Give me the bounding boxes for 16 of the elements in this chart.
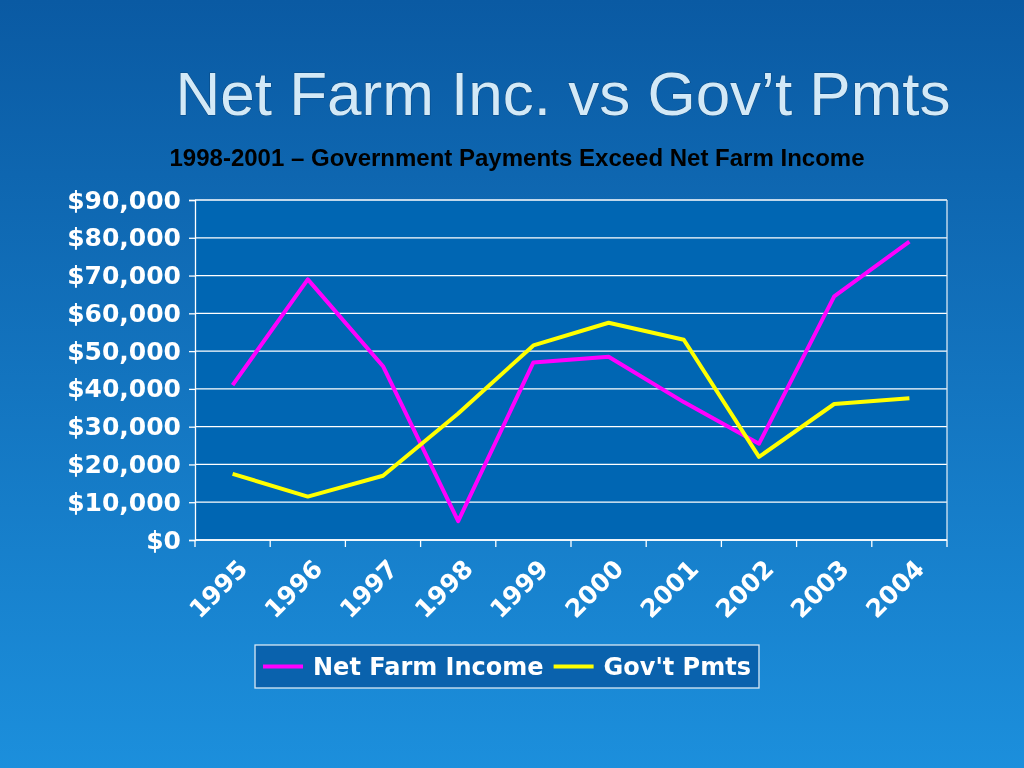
y-tick-label: $40,000 <box>67 374 181 404</box>
legend-label: Gov't Pmts <box>603 653 751 682</box>
y-tick-label: $10,000 <box>67 487 181 517</box>
line-series <box>230 239 912 524</box>
y-tick-label: $0 <box>146 525 181 555</box>
y-tick-label: $30,000 <box>67 412 181 442</box>
y-tick-label: $90,000 <box>67 185 181 215</box>
y-tick-label: $60,000 <box>67 298 181 328</box>
y-tick-label: $70,000 <box>67 261 181 291</box>
chart-subtitle: 1998-2001 – Government Payments Exceed Net Farm Income <box>169 144 865 171</box>
y-tick-label: $20,000 <box>67 449 181 479</box>
chart-title: Net Farm Inc. vs Gov’t Pmts <box>175 59 951 128</box>
legend-label: Net Farm Income <box>313 653 544 682</box>
line-series <box>230 320 912 499</box>
y-tick-label: $50,000 <box>67 336 181 366</box>
y-tick-label: $80,000 <box>67 223 181 253</box>
